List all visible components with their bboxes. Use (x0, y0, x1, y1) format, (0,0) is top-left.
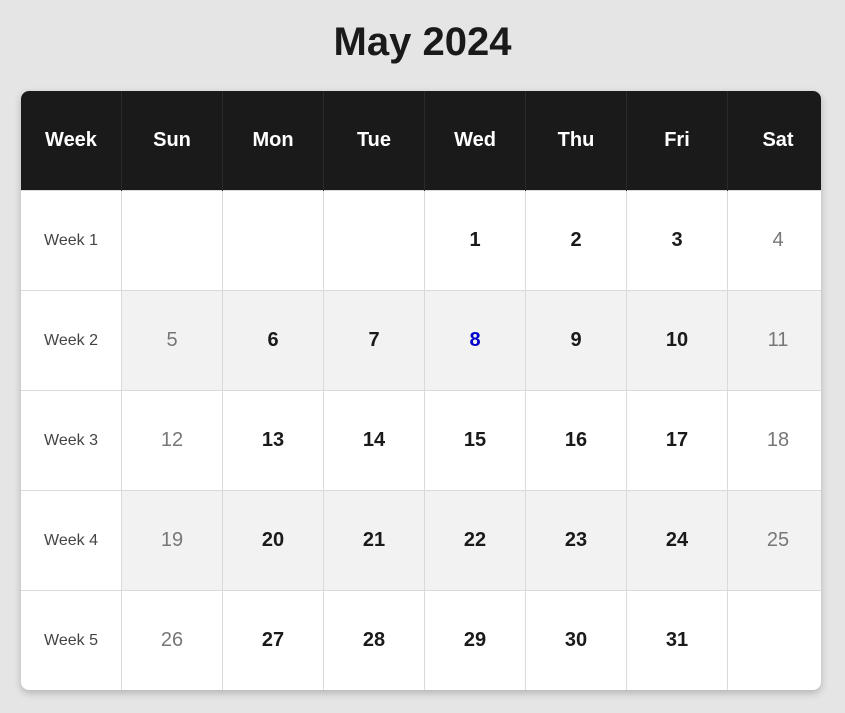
day-cell-weekend[interactable]: 18 (727, 390, 821, 491)
day-cell-empty (222, 190, 324, 291)
day-cell[interactable]: 30 (525, 590, 627, 690)
day-cell[interactable]: 13 (222, 390, 324, 491)
day-cell[interactable]: 20 (222, 490, 324, 591)
header-sun: Sun (121, 91, 223, 191)
day-cell[interactable]: 17 (626, 390, 728, 491)
day-cell-weekend[interactable]: 25 (727, 490, 821, 591)
week-row-5: Week 5 26 27 28 29 30 31 (21, 590, 821, 690)
day-cell-today[interactable]: 8 (424, 290, 526, 391)
week-label: Week 4 (21, 490, 122, 591)
week-label: Week 1 (21, 190, 122, 291)
day-cell-weekend[interactable]: 12 (121, 390, 223, 491)
day-cell[interactable]: 9 (525, 290, 627, 391)
week-row-3: Week 3 12 13 14 15 16 17 18 (21, 390, 821, 491)
day-cell[interactable]: 23 (525, 490, 627, 591)
week-row-1: Week 1 1 2 3 4 (21, 190, 821, 291)
day-cell-weekend[interactable]: 19 (121, 490, 223, 591)
header-thu: Thu (525, 91, 627, 191)
day-cell[interactable]: 27 (222, 590, 324, 690)
calendar-title: May 2024 (333, 20, 512, 64)
day-cell-weekend[interactable]: 4 (727, 190, 821, 291)
day-cell-empty (323, 190, 425, 291)
day-cell[interactable]: 7 (323, 290, 425, 391)
day-cell-weekend[interactable]: 26 (121, 590, 223, 690)
header-wed: Wed (424, 91, 526, 191)
day-cell[interactable]: 15 (424, 390, 526, 491)
header-tue: Tue (323, 91, 425, 191)
day-cell-empty (121, 190, 223, 291)
day-cell-weekend[interactable]: 11 (727, 290, 821, 391)
week-label: Week 3 (21, 390, 122, 491)
week-row-4: Week 4 19 20 21 22 23 24 25 (21, 490, 821, 591)
day-cell[interactable]: 21 (323, 490, 425, 591)
header-fri: Fri (626, 91, 728, 191)
day-cell-weekend[interactable]: 5 (121, 290, 223, 391)
day-cell[interactable]: 22 (424, 490, 526, 591)
day-cell[interactable]: 14 (323, 390, 425, 491)
day-cell[interactable]: 1 (424, 190, 526, 291)
week-label: Week 5 (21, 590, 122, 690)
header-week: Week (21, 91, 122, 191)
day-cell[interactable]: 31 (626, 590, 728, 690)
header-mon: Mon (222, 91, 324, 191)
day-cell[interactable]: 28 (323, 590, 425, 690)
header-sat: Sat (727, 91, 821, 191)
day-cell[interactable]: 2 (525, 190, 627, 291)
week-label: Week 2 (21, 290, 122, 391)
day-cell[interactable]: 6 (222, 290, 324, 391)
day-cell[interactable]: 3 (626, 190, 728, 291)
day-cell[interactable]: 29 (424, 590, 526, 690)
calendar-table: Week Sun Mon Tue Wed Thu Fri Sat Week 1 … (21, 91, 821, 690)
day-cell[interactable]: 24 (626, 490, 728, 591)
day-cell[interactable]: 10 (626, 290, 728, 391)
calendar-grid: Week Sun Mon Tue Wed Thu Fri Sat Week 1 … (21, 91, 821, 690)
day-cell-empty (727, 590, 821, 690)
day-cell[interactable]: 16 (525, 390, 627, 491)
week-row-2: Week 2 5 6 7 8 9 10 11 (21, 290, 821, 391)
calendar-header-row: Week Sun Mon Tue Wed Thu Fri Sat (21, 91, 821, 191)
